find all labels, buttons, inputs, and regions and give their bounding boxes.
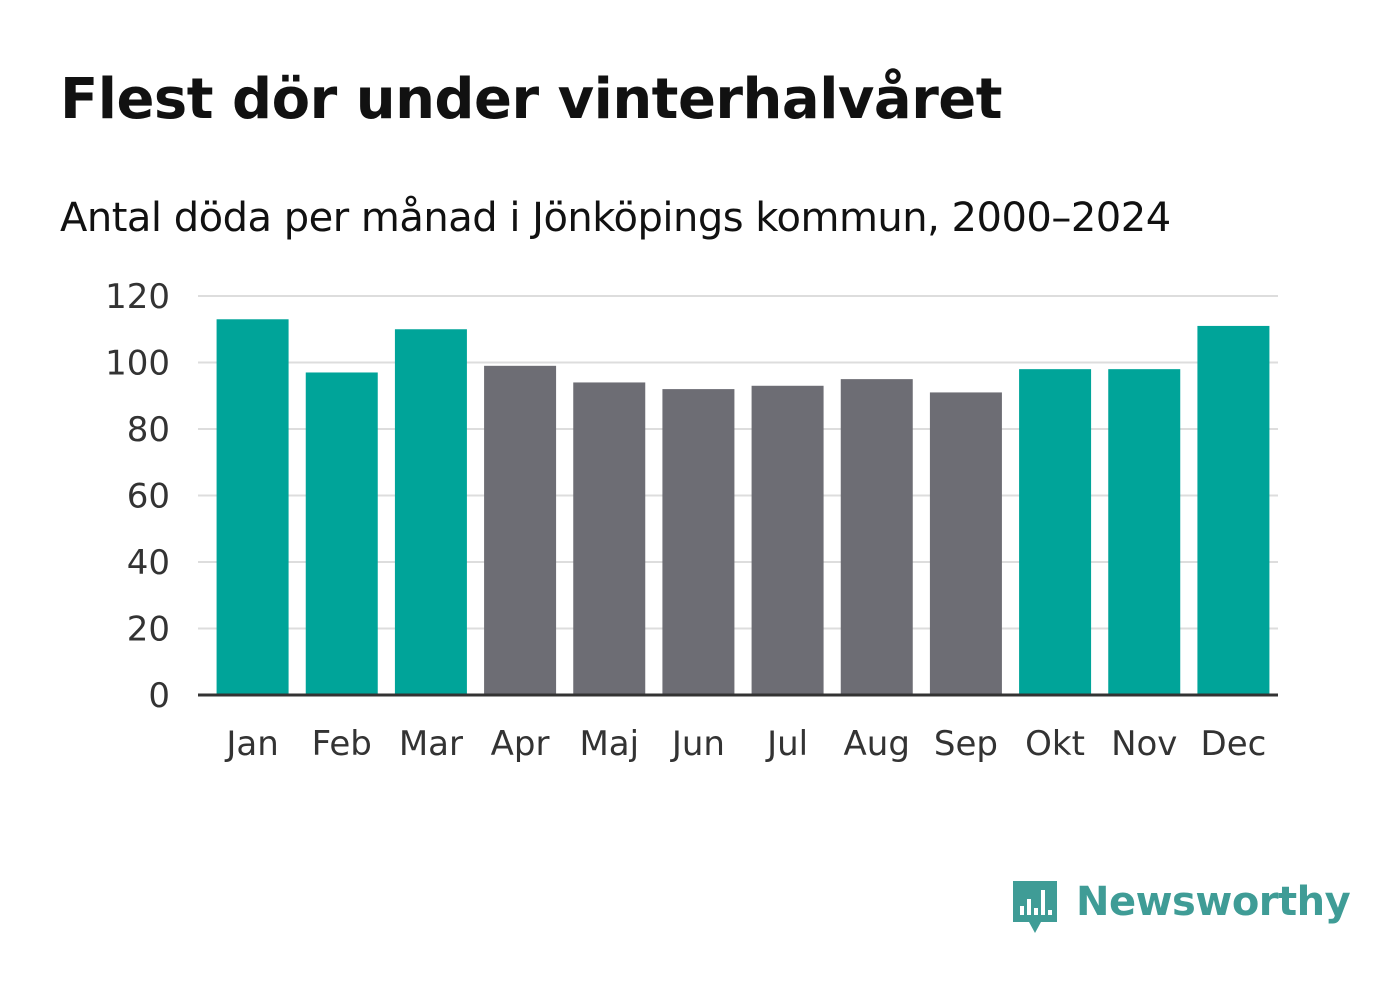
x-tick-label: Jan [224,724,278,764]
chart-subtitle: Antal döda per månad i Jönköpings kommun… [60,195,1171,241]
bar-jan [216,319,289,695]
y-tick-label: 100 [105,344,170,384]
x-tick-label: Jun [670,724,725,764]
x-tick-label: Apr [491,724,550,764]
x-tick-label: Sep [934,724,998,764]
newsworthy-logo: Newsworthy [1010,878,1351,938]
x-tick-label: Jul [765,724,808,764]
bar-okt [1019,369,1092,695]
y-tick-label: 20 [127,610,170,650]
y-tick-label: 80 [127,410,170,450]
y-tick-label: 120 [105,277,170,317]
bar-jun [662,389,735,695]
y-tick-label: 40 [127,543,170,583]
bar-sep [929,392,1002,695]
bar-jul [751,385,824,695]
bar-aug [840,379,913,695]
x-tick-label: Feb [312,724,372,764]
x-tick-label: Maj [579,724,639,764]
x-tick-label: Dec [1201,724,1267,764]
bar-dec [1197,325,1270,695]
chart-title: Flest dör under vinterhalvåret [60,67,1003,132]
x-tick-label: Okt [1025,724,1085,764]
bar-feb [305,372,378,695]
x-tick-label: Mar [399,724,463,764]
y-tick-label: 60 [127,477,170,517]
y-tick-label: 0 [148,676,170,716]
bar-maj [573,382,646,695]
brand-name: Newsworthy [1076,879,1351,925]
x-tick-label: Aug [844,724,910,764]
bar-apr [484,365,557,695]
bar-mar [394,329,467,695]
newsworthy-logo-icon [1013,881,1057,933]
bar-nov [1108,369,1181,695]
x-tick-label: Nov [1111,724,1177,764]
